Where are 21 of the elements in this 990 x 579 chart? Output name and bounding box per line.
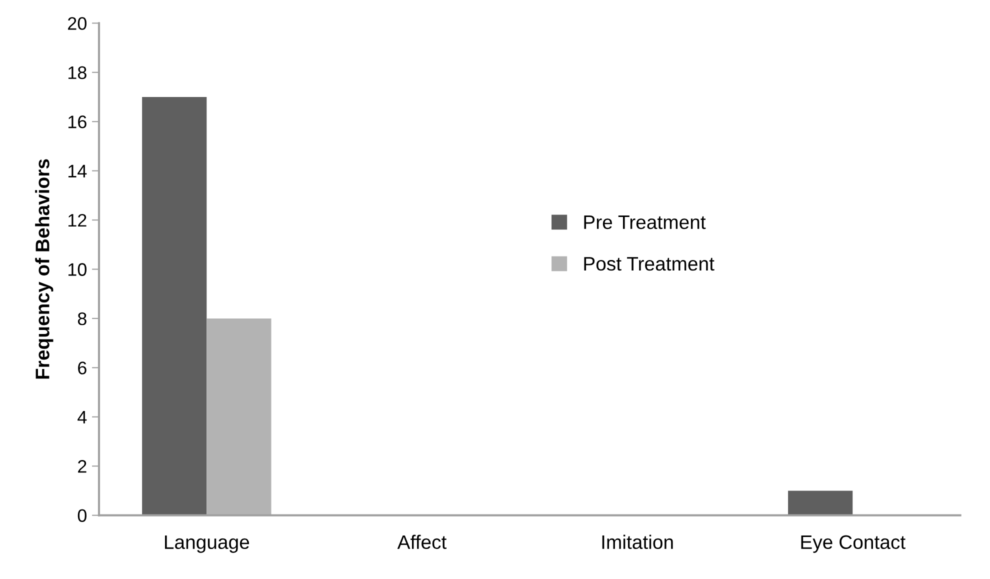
y-axis-title: Frequency of Behaviors [35, 159, 54, 379]
bar [788, 490, 853, 516]
x-tick-label: Imitation [602, 534, 673, 550]
bar [142, 96, 207, 516]
y-tick-label: 8 [78, 312, 86, 326]
y-tick-label: 12 [68, 214, 86, 227]
bar [206, 318, 272, 516]
y-tick-label: 4 [78, 411, 87, 424]
x-tick-label: Eye Contact [801, 535, 906, 553]
y-tick-label: 6 [78, 362, 86, 374]
y-tick-label: 20 [68, 17, 86, 30]
y-tick-label: 18 [68, 66, 86, 80]
x-tick-label: Affect [397, 534, 447, 550]
legend-label: Post Treatment [584, 257, 714, 271]
y-tick-label: 0 [78, 509, 86, 522]
y-tick-label: 16 [68, 116, 86, 128]
y-tick-label: 14 [68, 164, 87, 178]
x-tick-label: Language [165, 535, 250, 553]
legend-label: Pre Treatment [584, 216, 706, 230]
y-tick-label: 10 [68, 263, 86, 276]
y-tick-label: 2 [78, 460, 86, 473]
